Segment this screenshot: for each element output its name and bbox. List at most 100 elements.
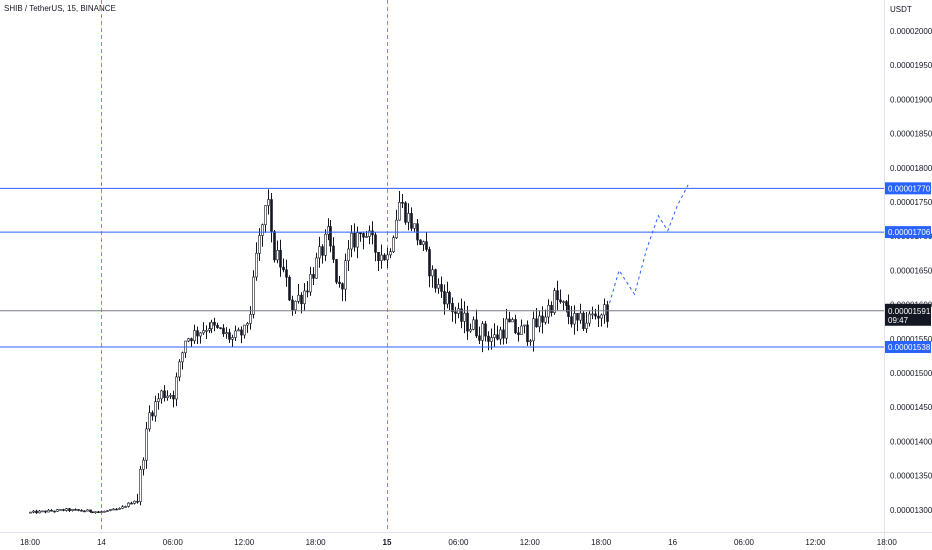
candle-body xyxy=(350,232,353,250)
candle-body xyxy=(196,330,199,337)
candle-body xyxy=(267,199,270,206)
candle-body xyxy=(371,230,374,236)
candle-body xyxy=(208,328,211,331)
candle-body xyxy=(538,315,541,328)
level-price-badge xyxy=(885,341,931,354)
candle-body xyxy=(556,290,559,301)
candle-body xyxy=(332,245,335,260)
time-axis-tick: 18:00 xyxy=(591,538,612,547)
candle-body xyxy=(270,199,273,232)
candle-body xyxy=(597,315,600,319)
level-price-label: 0.00001770 xyxy=(888,184,931,193)
candle-body xyxy=(53,510,56,513)
candle-body xyxy=(97,511,100,514)
candle-body xyxy=(210,321,213,329)
candle-body xyxy=(100,511,103,513)
candle-body xyxy=(252,276,255,315)
candle-body xyxy=(29,511,32,514)
candle-body xyxy=(65,508,68,511)
candle-body xyxy=(505,318,508,339)
time-axis-tick: 12:00 xyxy=(520,538,541,547)
candle-body xyxy=(38,510,41,514)
candle-body xyxy=(312,274,315,279)
candle-body xyxy=(255,252,258,278)
candle-body xyxy=(172,394,175,400)
candle-body xyxy=(496,334,499,340)
candle-body xyxy=(142,459,145,470)
candle-body xyxy=(475,319,478,337)
candle-body xyxy=(431,269,434,277)
candle-body xyxy=(341,283,344,290)
price-axis-tick: 0.00001750 xyxy=(890,198,932,207)
candle-body xyxy=(484,323,487,337)
candle-body xyxy=(225,332,228,335)
candle-body xyxy=(579,312,582,321)
candle-body xyxy=(154,401,157,417)
level-price-badge xyxy=(885,226,931,239)
candle-body xyxy=(109,509,112,511)
candle-body xyxy=(425,241,428,250)
price-axis-tick: 0.00001500 xyxy=(890,369,932,378)
candle-body xyxy=(380,254,383,261)
candle-body xyxy=(47,509,50,513)
candle-body xyxy=(62,509,65,511)
candle-body xyxy=(544,316,547,323)
candle-body xyxy=(297,294,300,302)
time-axis-tick: 18:00 xyxy=(306,538,327,547)
candle-body xyxy=(35,510,38,514)
candle-body xyxy=(306,290,309,293)
candle-body xyxy=(279,249,282,268)
candle-body xyxy=(166,395,169,398)
candle-body xyxy=(187,338,190,342)
candle-body xyxy=(318,246,321,259)
candle-body xyxy=(106,510,109,512)
candle-body xyxy=(383,254,386,261)
candle-body xyxy=(193,330,196,342)
price-axis-tick: 0.00001900 xyxy=(890,95,932,104)
candle-body xyxy=(213,321,216,326)
candle-body xyxy=(481,323,484,341)
candle-body xyxy=(77,509,80,511)
candle-body xyxy=(472,319,475,330)
candle-body xyxy=(559,299,562,303)
candle-body xyxy=(321,246,324,256)
candle-body xyxy=(398,202,401,221)
candle-body xyxy=(526,324,529,342)
candle-body xyxy=(202,330,205,334)
candle-body xyxy=(460,308,463,322)
candle-body xyxy=(434,269,437,289)
candle-body xyxy=(440,284,443,292)
candle-body xyxy=(529,340,532,343)
candle-body xyxy=(362,233,365,238)
chart-title: SHIB / TetherUS, 15, BINANCE xyxy=(4,4,116,13)
candle-body xyxy=(591,313,594,316)
candle-body xyxy=(365,236,368,238)
candle-body xyxy=(463,312,466,322)
time-axis-tick: 18:00 xyxy=(877,538,898,547)
price-axis-tick: 0.00001650 xyxy=(890,266,932,275)
bar-countdown-label: 09:47 xyxy=(888,316,909,325)
time-axis-tick: 06:00 xyxy=(163,538,184,547)
candle-body xyxy=(264,205,267,226)
candle-body xyxy=(329,226,332,247)
price-axis-tick: 0.00001400 xyxy=(890,437,932,446)
candle-body xyxy=(535,318,538,328)
candle-body xyxy=(276,249,279,261)
candle-body xyxy=(282,266,285,271)
candle-body xyxy=(74,509,77,511)
candle-body xyxy=(199,332,202,337)
candle-body xyxy=(115,508,118,511)
candle-body xyxy=(71,509,74,511)
candle-body xyxy=(288,277,291,301)
candle-body xyxy=(469,329,472,332)
candle-body xyxy=(565,301,568,306)
candle-body xyxy=(160,390,163,400)
candle-body xyxy=(392,237,395,252)
price-axis-tick: 0.00001550 xyxy=(890,335,932,344)
candle-body xyxy=(315,257,318,279)
candle-body xyxy=(553,290,556,313)
candle-body xyxy=(80,509,83,512)
candle-body xyxy=(68,508,71,511)
candle-body xyxy=(377,252,380,261)
